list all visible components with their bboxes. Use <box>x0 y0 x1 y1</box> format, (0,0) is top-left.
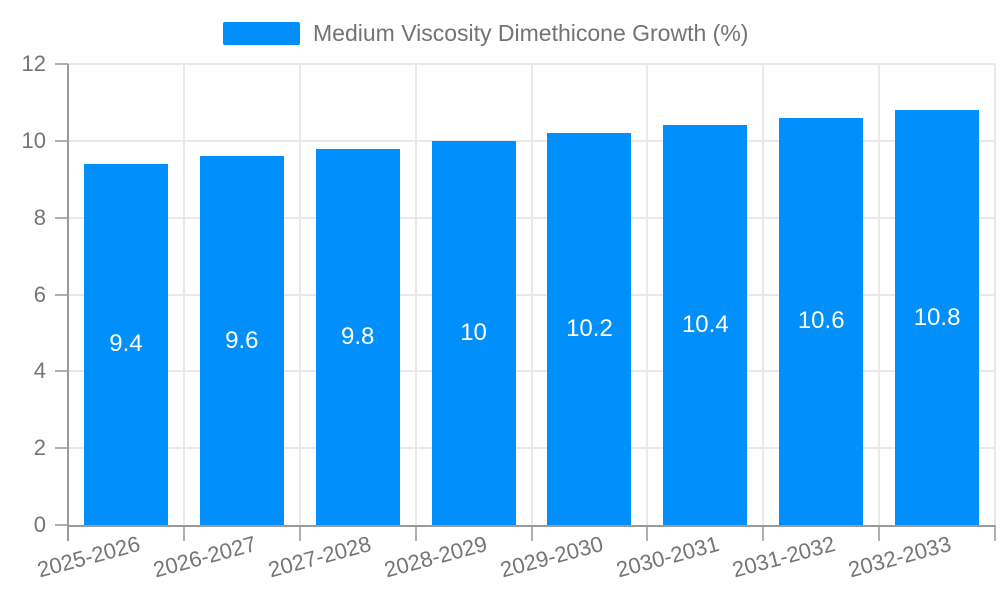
y-tick-mark <box>55 370 68 373</box>
bar-value-label: 9.6 <box>225 326 259 354</box>
y-axis-label: 4 <box>33 358 46 384</box>
bar[interactable]: 9.6 <box>199 156 284 525</box>
x-tick-mark <box>646 525 649 541</box>
bar-value-label: 10 <box>460 318 487 346</box>
x-axis-label: 2025-2026 <box>34 531 143 583</box>
legend-label: Medium Viscosity Dimethicone Growth (%) <box>313 20 749 46</box>
y-tick-mark <box>55 293 68 296</box>
x-tick-mark <box>182 525 185 541</box>
x-axis-label: 2030-2031 <box>613 531 722 583</box>
x-axis-label: 2032-2033 <box>845 531 954 583</box>
x-gridline <box>298 64 301 525</box>
bar-value-label: 9.8 <box>341 322 375 350</box>
bar[interactable]: 10.4 <box>663 125 748 525</box>
y-axis-label: 2 <box>33 435 46 461</box>
x-gridline <box>414 64 417 525</box>
y-axis-line <box>67 64 69 541</box>
y-axis-label: 0 <box>33 512 46 537</box>
bar[interactable]: 9.4 <box>83 163 168 525</box>
x-gridline <box>182 64 185 525</box>
x-tick-mark <box>298 525 301 541</box>
bar-value-label: 10.8 <box>913 303 961 331</box>
x-tick-mark <box>414 525 417 541</box>
bar-value-label: 10.2 <box>566 315 613 343</box>
x-axis-label: 2031-2032 <box>729 531 838 583</box>
y-tick-mark <box>55 216 68 219</box>
x-tick-mark <box>994 525 996 541</box>
y-tick-mark <box>55 139 68 142</box>
x-axis-label: 2027-2028 <box>266 531 375 583</box>
legend-marker <box>223 22 300 45</box>
y-tick-mark <box>55 447 68 450</box>
y-axis-label: 10 <box>21 127 46 153</box>
x-gridline <box>878 64 881 525</box>
y-tick-mark <box>55 524 68 526</box>
x-tick-mark <box>530 525 533 541</box>
x-axis-label: 2029-2030 <box>497 531 606 583</box>
bar-value-label: 9.4 <box>109 330 143 358</box>
bar-value-label: 10.6 <box>797 307 845 335</box>
x-gridline <box>530 64 533 525</box>
x-gridline <box>646 64 649 525</box>
bar[interactable]: 9.8 <box>315 148 400 525</box>
x-axis-label: 2028-2029 <box>381 531 491 583</box>
bar[interactable]: 10 <box>431 140 516 525</box>
bar[interactable]: 10.6 <box>779 117 864 525</box>
bar[interactable]: 10.2 <box>547 133 632 525</box>
x-axis-label: 2026-2027 <box>150 531 259 583</box>
x-tick-mark <box>762 525 765 541</box>
y-axis-label: 12 <box>21 51 46 76</box>
x-gridline <box>994 64 996 525</box>
y-axis-label: 6 <box>33 281 46 307</box>
y-tick-mark <box>55 63 68 65</box>
bar-value-label: 10.4 <box>681 311 729 339</box>
bar[interactable]: 10.8 <box>895 110 980 525</box>
x-axis-line <box>68 525 995 527</box>
x-gridline <box>762 64 765 525</box>
x-tick-mark <box>878 525 881 541</box>
y-axis-label: 8 <box>33 204 46 230</box>
legend-item[interactable]: Medium Viscosity Dimethicone Growth (%) <box>223 20 748 47</box>
